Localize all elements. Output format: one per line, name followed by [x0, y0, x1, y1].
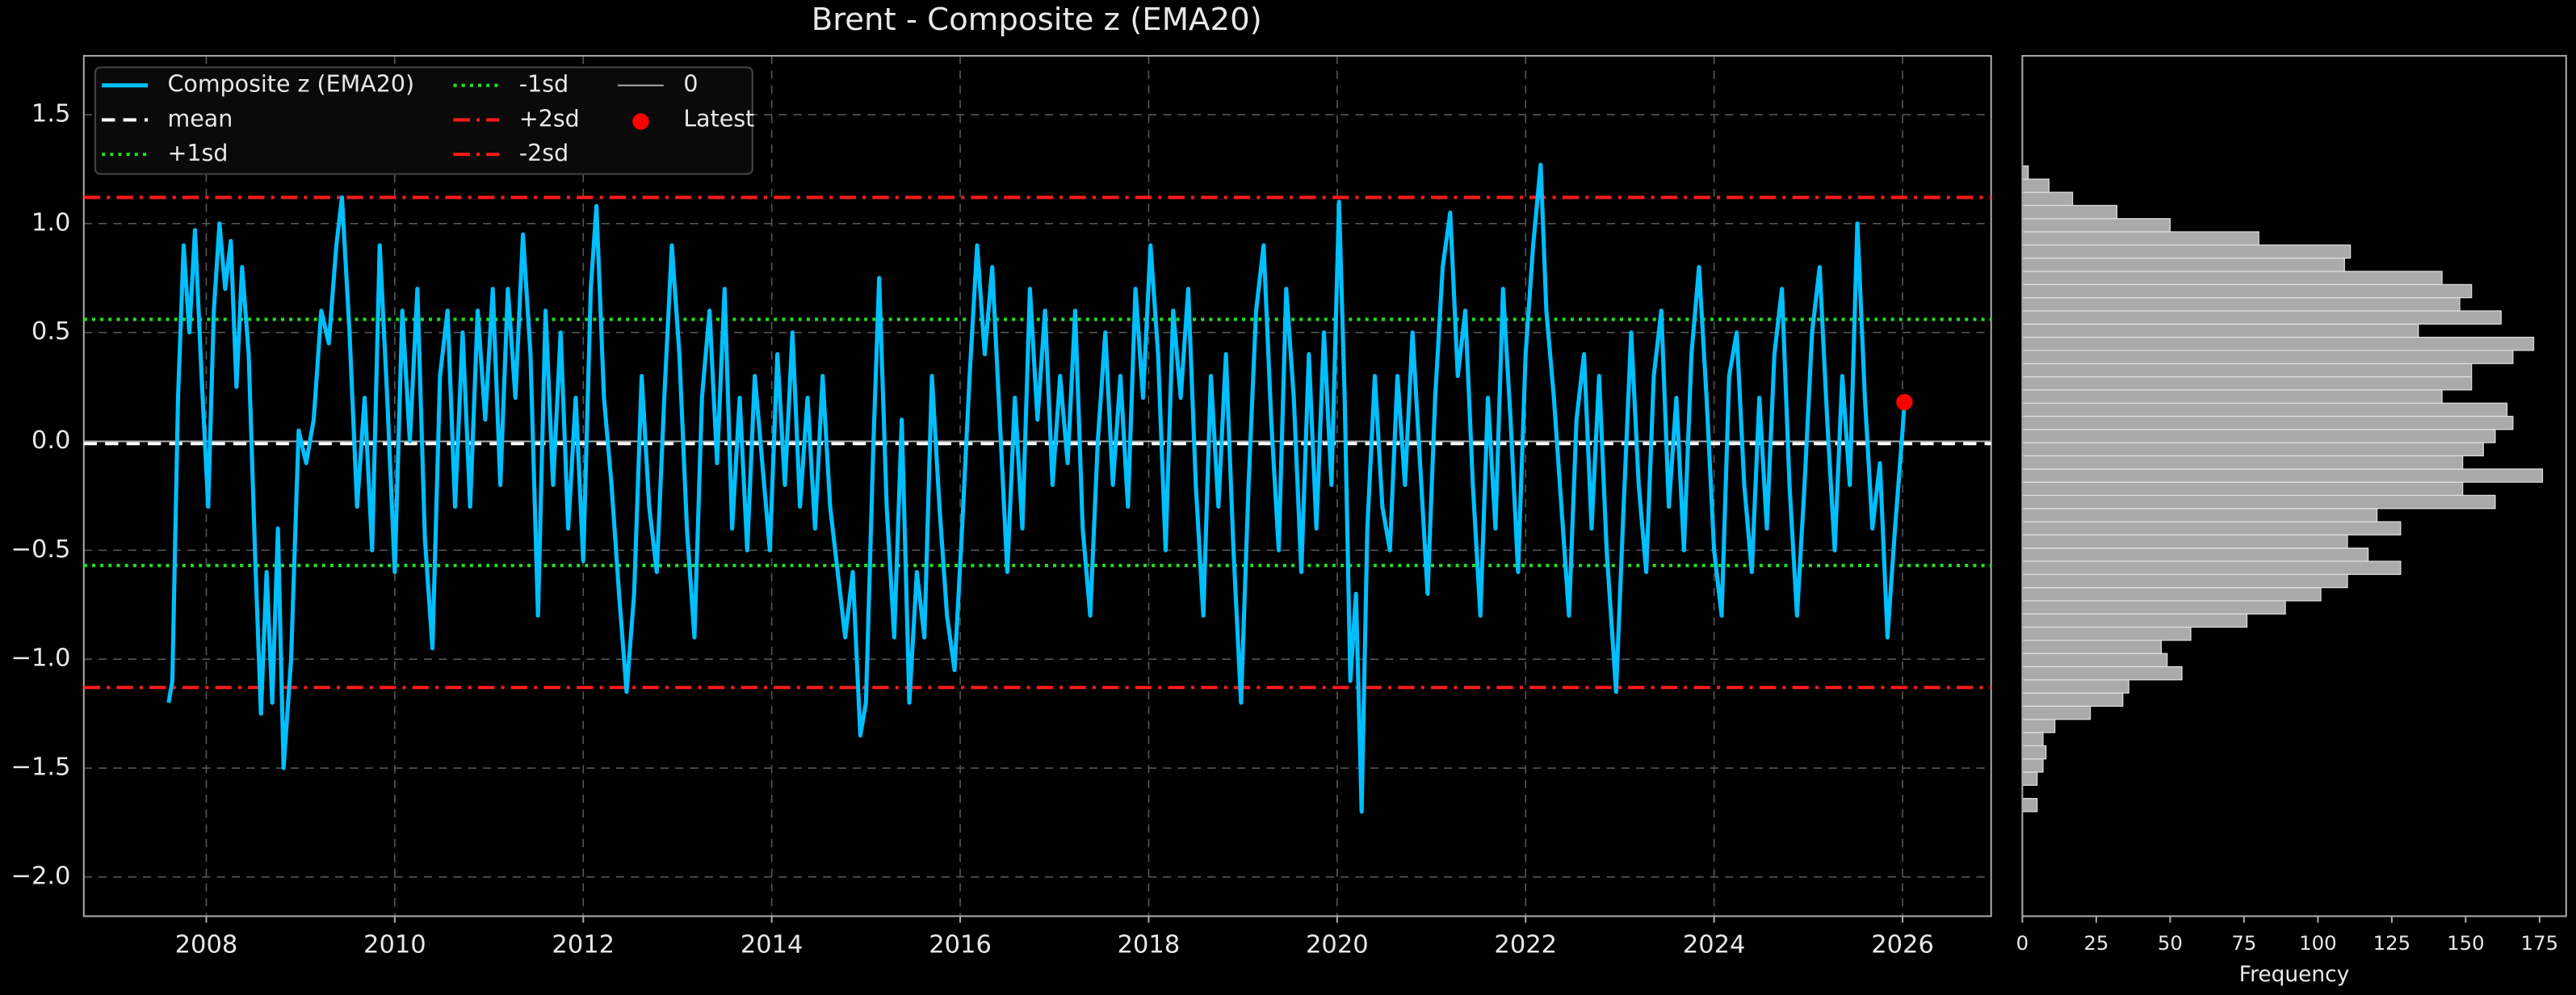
- x-tick-label: 2026: [1871, 931, 1934, 959]
- histogram-bar: [2021, 626, 2192, 641]
- histogram-bar: [2021, 586, 2322, 602]
- histogram-bar: [2021, 165, 2029, 180]
- x-tick-label: 25: [2083, 931, 2108, 955]
- y-tick-label: −2.0: [10, 862, 70, 890]
- histogram-bar: [2021, 271, 2443, 285]
- histogram-bar: [2021, 244, 2352, 259]
- histogram-bar: [2021, 653, 2168, 668]
- histogram-bar: [2021, 758, 2044, 773]
- x-tick-label: 2018: [1118, 931, 1181, 959]
- histogram-bar: [2021, 600, 2286, 615]
- histogram-bar: [2021, 534, 2348, 549]
- histogram-bar: [2021, 258, 2345, 272]
- histogram-bar: [2021, 679, 2129, 694]
- y-tick-label: 0.5: [31, 317, 71, 346]
- histogram-bar: [2021, 442, 2484, 457]
- x-tick-label: 2010: [363, 931, 426, 959]
- histogram-bar: [2021, 719, 2056, 733]
- histogram-bar: [2021, 350, 2514, 364]
- x-tick-label: 100: [2299, 931, 2337, 955]
- legend-swatch: [632, 113, 649, 130]
- histogram-bar: [2021, 745, 2047, 760]
- legend-label: 0: [683, 71, 698, 98]
- x-axis-label: Frequency: [2239, 962, 2350, 987]
- legend-label: Composite z (EMA20): [168, 71, 415, 98]
- legend-box: [94, 66, 753, 175]
- histogram-bar: [2021, 402, 2508, 418]
- histogram-bar: [2021, 548, 2369, 562]
- legend-label: -1sd: [519, 71, 568, 98]
- histogram-bar: [2021, 481, 2464, 496]
- histogram-bar: [2021, 191, 2074, 207]
- plot-frame: [82, 55, 1992, 917]
- histogram-bar: [2021, 310, 2502, 325]
- x-tick-label: 2008: [175, 931, 238, 959]
- histogram-bar: [2021, 376, 2473, 391]
- x-tick-label: 175: [2521, 931, 2559, 955]
- legend-label: +2sd: [519, 105, 580, 132]
- y-tick-label: −1.5: [10, 754, 70, 782]
- histogram-bar: [2021, 336, 2535, 351]
- legend-label: -2sd: [519, 140, 568, 166]
- histogram-bar: [2021, 521, 2402, 535]
- histogram-bar: [2021, 613, 2248, 628]
- legend-label: mean: [168, 105, 233, 132]
- x-tick-label: 2012: [552, 931, 615, 959]
- x-tick-label: 0: [2016, 931, 2029, 955]
- histogram-bar: [2021, 178, 2049, 193]
- latest-point: [1896, 393, 1913, 411]
- y-tick-label: −0.5: [10, 535, 70, 564]
- series-line: [166, 162, 1907, 814]
- histogram-bar: [2021, 455, 2464, 470]
- legend-label: Latest: [683, 105, 754, 132]
- histogram-bar: [2021, 705, 2091, 720]
- histogram-bar: [2021, 665, 2183, 681]
- histogram-bar: [2021, 732, 2044, 746]
- histogram-bar: [2021, 508, 2378, 523]
- histogram-bar: [2021, 771, 2038, 786]
- x-tick-label: 50: [2158, 931, 2183, 955]
- histogram-bar: [2021, 323, 2419, 338]
- histogram-bar: [2021, 283, 2473, 299]
- histogram-bar: [2021, 231, 2259, 246]
- histogram-bar: [2021, 297, 2461, 312]
- histogram-bar: [2021, 640, 2163, 654]
- x-tick-label: 2020: [1306, 931, 1369, 959]
- x-tick-label: 125: [2373, 931, 2411, 955]
- histogram-bar: [2021, 494, 2496, 510]
- histogram-bar: [2021, 363, 2473, 378]
- histogram-bar: [2021, 692, 2124, 707]
- x-tick-label: 2016: [929, 931, 992, 959]
- legend-label: +1sd: [168, 140, 229, 166]
- y-tick-label: 1.0: [31, 208, 71, 237]
- histogram-bar: [2021, 389, 2443, 404]
- plot-frame: [2021, 55, 2567, 917]
- histogram-bar: [2021, 573, 2348, 589]
- y-tick-label: 1.5: [31, 99, 71, 128]
- x-tick-label: 2022: [1494, 931, 1557, 959]
- x-tick-label: 2014: [740, 931, 803, 959]
- y-tick-label: −1.0: [10, 644, 70, 673]
- x-tick-label: 150: [2447, 931, 2485, 955]
- x-tick-label: 75: [2231, 931, 2256, 955]
- histogram-bar: [2021, 218, 2171, 233]
- histogram-bar: [2021, 204, 2118, 220]
- histogram-bar: [2021, 560, 2402, 575]
- chart-title: Brent - Composite z (EMA20): [812, 2, 1262, 38]
- y-tick-label: 0.0: [31, 426, 71, 455]
- histogram-bar: [2021, 415, 2514, 430]
- x-tick-label: 2024: [1683, 931, 1746, 959]
- histogram-bar: [2021, 429, 2496, 443]
- histogram-bar: [2021, 468, 2544, 483]
- histogram-bar: [2021, 798, 2038, 812]
